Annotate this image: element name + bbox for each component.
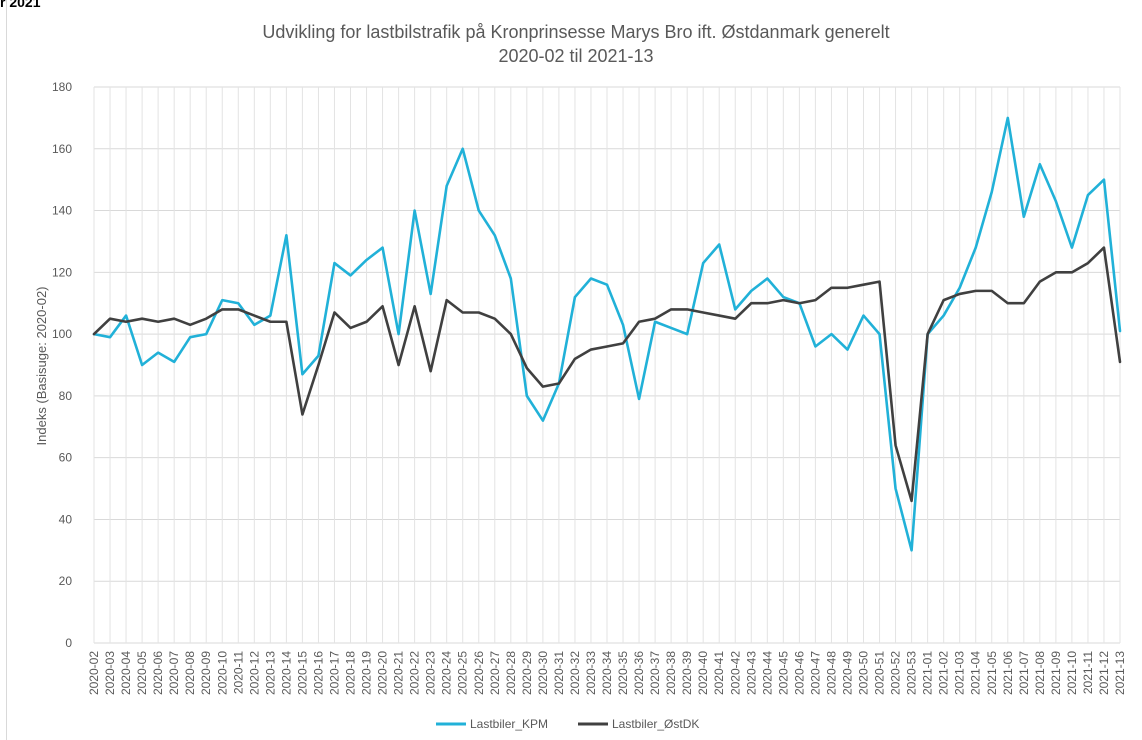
x-tick-label: 2020-38 <box>664 651 678 695</box>
chart-grid <box>93 86 1121 644</box>
x-tick-label: 2020-11 <box>231 651 245 694</box>
x-tick-label: 2020-04 <box>119 651 133 695</box>
y-tick-label: 180 <box>52 80 72 94</box>
y-tick-label: 60 <box>59 451 73 465</box>
y-tick-label: 140 <box>52 204 72 218</box>
x-tick-label: 2020-40 <box>696 651 710 695</box>
x-tick-label: 2020-25 <box>456 651 470 695</box>
x-tick-label: 2020-03 <box>103 651 117 695</box>
legend-label: Lastbiler_ØstDK <box>612 717 699 731</box>
x-tick-label: 2020-32 <box>568 651 582 695</box>
x-tick-label: 2020-34 <box>600 651 614 695</box>
x-tick-label: 2020-05 <box>135 651 149 695</box>
x-tick-label: 2020-17 <box>327 651 341 695</box>
y-tick-label: 80 <box>59 389 73 403</box>
x-tick-label: 2021-08 <box>1033 651 1047 695</box>
x-tick-label: 2020-13 <box>263 651 277 695</box>
x-tick-label: 2020-21 <box>392 651 406 695</box>
x-tick-label: 2021-10 <box>1065 651 1079 695</box>
x-tick-label: 2020-24 <box>440 651 454 695</box>
x-tick-label: 2020-29 <box>520 651 534 695</box>
x-tick-label: 2021-12 <box>1097 651 1111 695</box>
x-tick-label: 2020-26 <box>472 651 486 695</box>
x-tick-label: 2020-42 <box>728 651 742 695</box>
x-tick-label: 2020-43 <box>744 651 758 695</box>
x-tick-label: 2021-09 <box>1049 651 1063 695</box>
x-tick-label: 2020-12 <box>247 651 261 695</box>
x-tick-label: 2020-47 <box>808 651 822 695</box>
x-tick-label: 2020-37 <box>648 651 662 695</box>
x-tick-label: 2020-22 <box>408 651 422 695</box>
x-tick-label: 2021-11 <box>1081 651 1095 694</box>
y-axis-label: Indeks (Basisuge: 2020-02) <box>34 287 49 446</box>
x-tick-label: 2020-27 <box>488 651 502 695</box>
chart-title: Udvikling for lastbilstrafik på Kronprin… <box>262 22 889 42</box>
y-tick-label: 160 <box>52 142 72 156</box>
x-tick-label: 2020-23 <box>424 651 438 695</box>
x-tick-label: 2020-10 <box>215 651 229 695</box>
y-tick-label: 40 <box>59 512 73 526</box>
x-tick-label: 2020-50 <box>857 651 871 695</box>
x-tick-label: 2020-07 <box>167 651 181 695</box>
x-tick-label: 2020-52 <box>889 651 903 695</box>
x-tick-label: 2020-46 <box>792 651 806 695</box>
series-lines <box>92 116 1122 552</box>
chart-subtitle: 2020-02 til 2021-13 <box>498 46 653 66</box>
x-tick-label: 2021-13 <box>1113 651 1127 695</box>
x-tick-label: 2020-49 <box>840 651 854 695</box>
x-tick-label: 2021-01 <box>921 651 935 695</box>
x-tick-label: 2020-20 <box>376 651 390 695</box>
series-line-1 <box>92 246 1122 503</box>
x-tick-label: 2020-33 <box>584 651 598 695</box>
x-tick-label: 2020-15 <box>295 651 309 695</box>
x-tick-label: 2020-36 <box>632 651 646 695</box>
y-tick-label: 20 <box>59 574 73 588</box>
y-tick-labels: 0 20 40 60 80 100 120 140 160 180 <box>52 80 72 650</box>
x-tick-label: 2020-44 <box>760 651 774 695</box>
x-tick-label: 2021-03 <box>953 651 967 695</box>
x-tick-labels: 2020-02 2020-03 2020-04 2020-05 2020-06 2020-… <box>87 651 1127 695</box>
x-tick-label: 2020-19 <box>360 651 374 695</box>
x-tick-label: 2020-09 <box>199 651 213 695</box>
x-tick-label: 2020-30 <box>536 651 550 695</box>
x-tick-label: 2021-02 <box>937 651 951 695</box>
x-tick-label: 2020-45 <box>776 651 790 695</box>
x-tick-label: 2020-28 <box>504 651 518 695</box>
x-tick-label: 2020-14 <box>279 651 293 695</box>
x-tick-label: 2020-51 <box>873 651 887 695</box>
x-tick-label: 2021-05 <box>985 651 999 695</box>
x-tick-label: 2020-35 <box>616 651 630 695</box>
y-tick-label: 100 <box>52 327 72 341</box>
legend-label: Lastbiler_KPM <box>470 717 548 731</box>
x-tick-label: 2021-07 <box>1017 651 1031 695</box>
x-tick-label: 2020-08 <box>183 651 197 695</box>
x-tick-label: 2020-48 <box>824 651 838 695</box>
x-tick-label: 2020-16 <box>311 651 325 695</box>
x-tick-label: 2020-53 <box>905 651 919 695</box>
page-left-border <box>6 0 7 740</box>
y-tick-label: 120 <box>52 265 72 279</box>
x-tick-label: 2021-04 <box>969 651 983 695</box>
x-tick-label: 2020-02 <box>87 651 101 695</box>
x-tick-label: 2020-39 <box>680 651 694 695</box>
x-tick-label: 2020-18 <box>344 651 358 695</box>
x-tick-label: 2020-41 <box>712 651 726 695</box>
corner-label: r 2021 <box>0 0 41 10</box>
x-tick-label: 2020-06 <box>151 651 165 695</box>
x-tick-label: 2021-06 <box>1001 651 1015 695</box>
y-tick-label: 0 <box>65 636 72 650</box>
x-tick-label: 2020-31 <box>552 651 566 695</box>
legend: Lastbiler_KPM Lastbiler_ØstDK <box>436 717 699 731</box>
